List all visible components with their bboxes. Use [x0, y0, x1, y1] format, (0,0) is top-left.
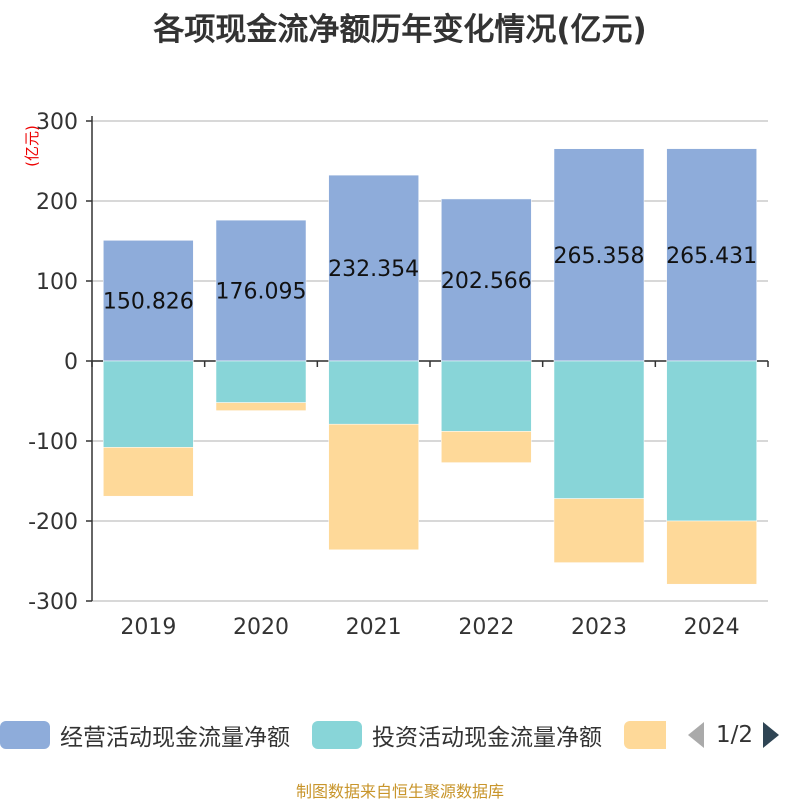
data-label: 265.358: [554, 244, 645, 269]
legend: 经营活动现金流量净额 投资活动现金流量净额 1/2: [0, 718, 781, 752]
bar-3-2020: [215, 402, 307, 411]
legend-label: 投资活动现金流量净额: [372, 725, 602, 751]
bar-2-2022: [441, 360, 532, 432]
bar-3-2024: [666, 520, 757, 585]
stacked-bar-chart: 300 200 100 0 -100 -200 -300 (亿元) 150.826 2019 176…: [23, 110, 769, 640]
legend-swatch: [624, 721, 666, 749]
data-label: 176.095: [216, 280, 307, 305]
bar-2-2023: [553, 360, 645, 499]
bar-1-2019: [103, 240, 194, 362]
bar-2-2019: [103, 360, 194, 448]
y-axis-label: (亿元): [23, 125, 41, 167]
bar-3-2021: [328, 423, 419, 551]
x-tick-label: 2022: [458, 615, 514, 640]
bar-3-2019: [103, 447, 194, 497]
bar-1-2020: [215, 219, 307, 362]
bar-1-2022: [441, 198, 532, 362]
chart-title: 各项现金流净额历年变化情况(亿元): [153, 12, 647, 48]
y-tick-label: 0: [64, 350, 78, 375]
triangle-right-icon[interactable]: [761, 720, 781, 750]
source-footer: 制图数据来自恒生聚源数据库: [295, 782, 504, 801]
bar-2-2020: [215, 360, 307, 403]
legend-label: 经营活动现金流量净额: [60, 725, 290, 751]
x-tick-label: 2023: [571, 615, 627, 640]
data-label: 232.354: [328, 257, 419, 282]
data-label: 202.566: [441, 269, 532, 294]
data-label: 150.826: [103, 290, 194, 315]
y-tick-label: 200: [36, 190, 78, 215]
y-tick-label: 100: [36, 270, 78, 295]
x-tick-label: 2021: [346, 615, 402, 640]
legend-swatch: [312, 721, 362, 749]
bar-2-2021: [328, 360, 419, 425]
legend-item-financing[interactable]: [624, 721, 666, 749]
legend-item-investing[interactable]: 投资活动现金流量净额: [312, 718, 602, 752]
y-tick-label: 300: [36, 110, 78, 135]
bar-3-2023: [553, 498, 645, 563]
bar-1-2024: [666, 148, 757, 362]
y-tick-label: -200: [28, 510, 78, 535]
bar-3-2022: [441, 431, 532, 463]
x-tick-label: 2020: [233, 615, 289, 640]
legend-page: 1/2: [716, 722, 754, 748]
bar-1-2023: [553, 148, 645, 362]
x-tick-label: 2024: [684, 615, 740, 640]
y-tick-label: -300: [28, 590, 78, 615]
legend-item-operating[interactable]: 经营活动现金流量净额: [0, 718, 290, 752]
legend-swatch: [0, 721, 50, 749]
data-label: 265.431: [666, 244, 757, 269]
x-tick-label: 2019: [120, 615, 176, 640]
triangle-left-icon[interactable]: [686, 720, 706, 750]
y-tick-label: -100: [28, 430, 78, 455]
bar-2-2024: [666, 360, 757, 522]
